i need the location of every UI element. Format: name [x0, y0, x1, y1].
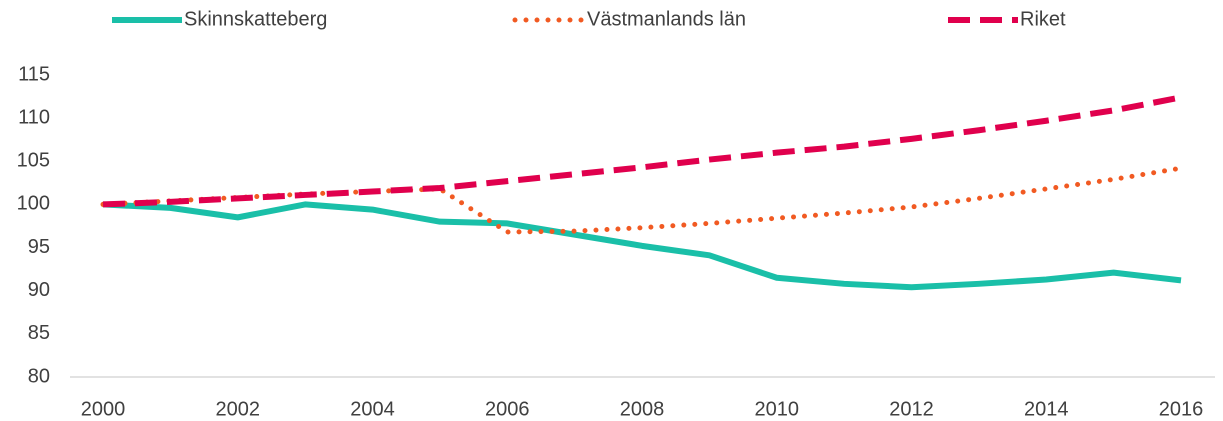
series-line [100, 165, 1184, 235]
x-tick-label: 2016 [1159, 398, 1204, 420]
legend-label: Skinnskatteberg [184, 8, 327, 30]
y-tick-label: 110 [18, 106, 50, 128]
x-tick-label: 2008 [620, 398, 665, 420]
series-line [102, 94, 1182, 208]
x-tick-label: 2000 [81, 398, 126, 420]
x-tick-label: 2010 [755, 398, 800, 420]
y-tick-label: 80 [28, 365, 50, 387]
legend-label: Riket [1020, 8, 1066, 30]
x-tick-label: 2014 [1024, 398, 1069, 420]
y-tick-label: 95 [28, 236, 50, 258]
y-tick-label: 105 [17, 150, 50, 172]
x-tick-label: 2012 [889, 398, 934, 420]
series-line [102, 201, 1182, 291]
y-tick-label: 100 [17, 193, 50, 215]
x-tick-label: 2004 [350, 398, 395, 420]
y-tick-label: 115 [18, 63, 50, 85]
x-tick-label: 2006 [485, 398, 530, 420]
y-tick-label: 85 [28, 322, 50, 344]
x-tick-label: 2002 [216, 398, 261, 420]
y-tick-label: 90 [28, 279, 50, 301]
legend-label: Västmanlands län [587, 8, 746, 30]
